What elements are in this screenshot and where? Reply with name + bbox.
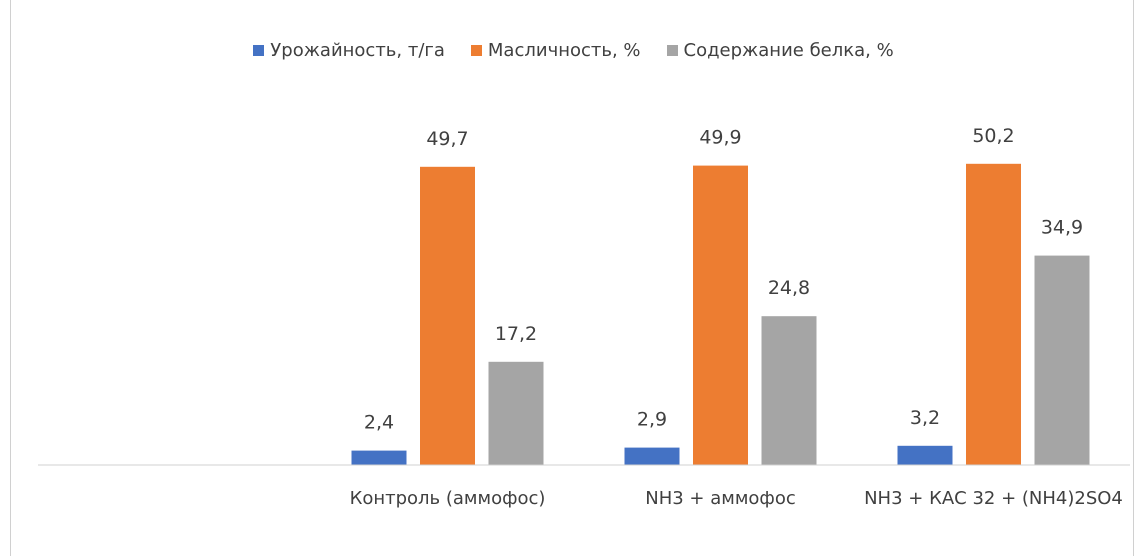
value-label: 49,7 [426,128,468,150]
legend-item: Урожайность, т/га [253,40,445,61]
legend: Урожайность, т/га Масличность, % Содержани… [0,40,1147,61]
legend-label: Масличность, % [487,40,641,61]
legend-swatch [666,45,678,56]
legend-swatch [253,45,265,56]
bar [488,361,544,465]
legend-item: Масличность, % [470,40,641,61]
bar [624,447,680,465]
value-label: 50,2 [972,125,1014,147]
bar [420,166,475,466]
legend-swatch [470,45,482,56]
value-label: 24,8 [768,277,810,299]
legend-label: Содержание белка, % [683,40,894,61]
bar [693,165,748,465]
value-label: 3,2 [910,407,940,429]
legend-item: Содержание белка, % [666,40,894,61]
value-label: 49,9 [699,127,741,149]
value-label: 34,9 [1041,217,1083,239]
bar [351,450,407,465]
chart-frame [10,0,1134,556]
x-tick-label: NH3 + аммофос [645,488,796,509]
x-tick-label: Контроль (аммофос) [349,488,546,509]
x-tick-label: NH3 + КАС 32 + (NH4)2SO4 [864,488,1123,509]
value-label: 2,4 [364,412,394,434]
bar [761,316,817,465]
bar [1034,255,1090,465]
legend-label: Урожайность, т/га [270,40,445,61]
value-label: 2,9 [637,409,667,431]
bar [897,445,953,465]
value-label: 17,2 [495,323,537,345]
bar [966,163,1021,466]
